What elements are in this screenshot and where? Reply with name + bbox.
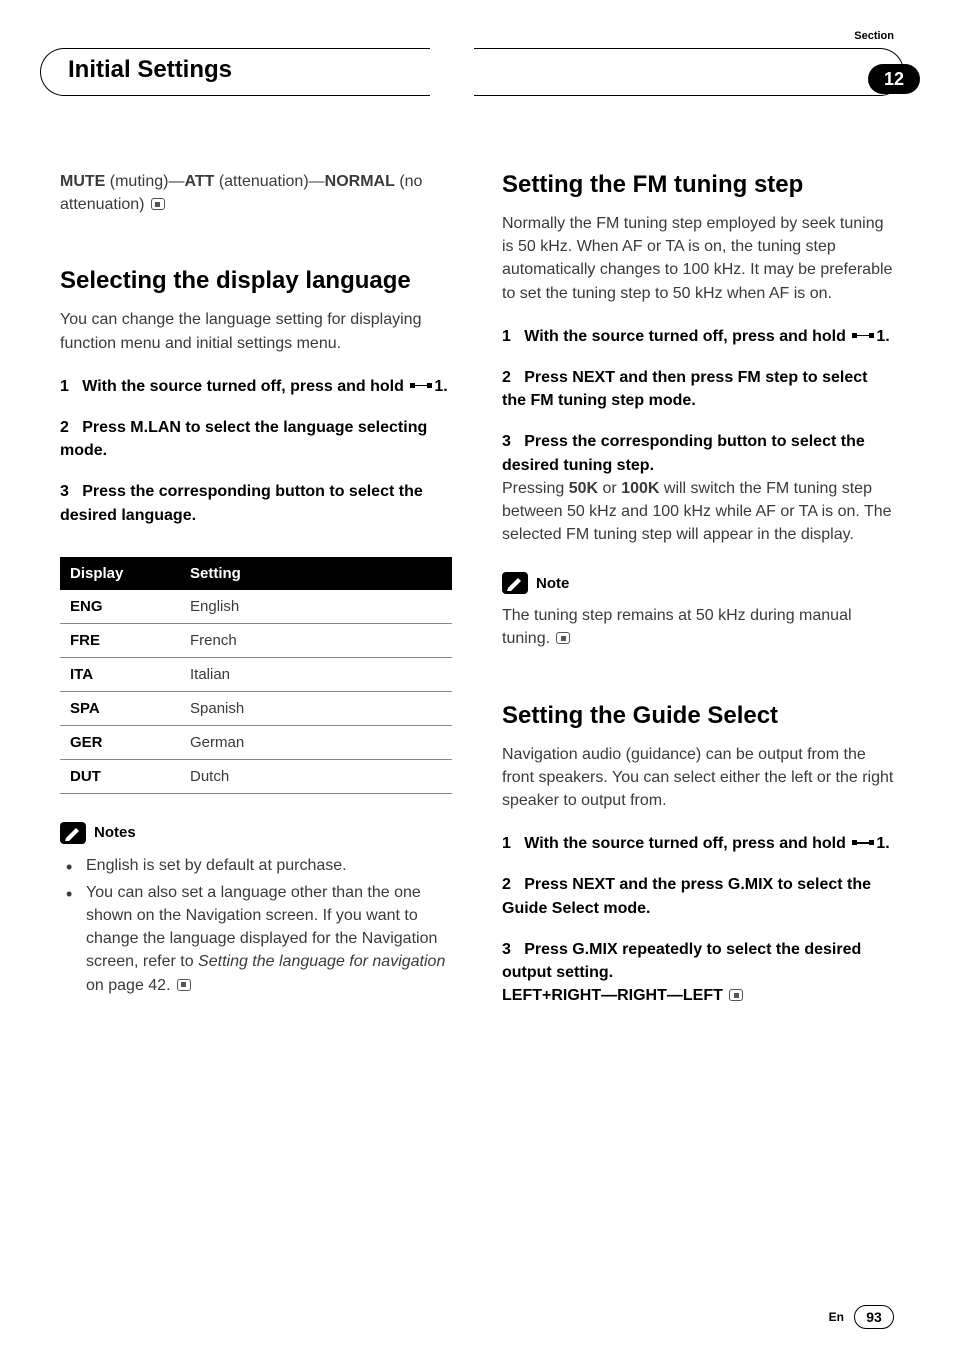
lang-code: FRE — [60, 623, 180, 657]
att-label: ATT — [184, 173, 214, 190]
mute-label: MUTE — [60, 173, 105, 190]
note-text: The tuning step remains at 50 kHz during… — [502, 607, 852, 647]
table-row: ITAItalian — [60, 657, 452, 691]
table-row: GERGerman — [60, 725, 452, 759]
note-text-ref: Setting the language for navigation — [198, 953, 445, 970]
fm3-body-a: Pressing — [502, 480, 569, 497]
step-suffix: 1. — [434, 378, 447, 395]
guide-step-3: 3 Press G.MIX repeatedly to select the d… — [502, 938, 894, 1008]
fm-note-body: The tuning step remains at 50 kHz during… — [502, 604, 894, 650]
fm3-100k: 100K — [621, 480, 659, 497]
step-text: Press G.MIX repeatedly to select the des… — [502, 941, 861, 981]
fm3-50k: 50K — [569, 480, 598, 497]
fm3-or: or — [598, 480, 621, 497]
step-text: With the source turned off, press and ho… — [524, 328, 850, 345]
table-row: FREFrench — [60, 623, 452, 657]
lang-step-3: 3 Press the corresponding button to sele… — [60, 480, 452, 526]
page-footer: En 93 — [829, 1305, 894, 1329]
lang-code: SPA — [60, 691, 180, 725]
key-icon — [852, 838, 874, 848]
language-table: Display Setting ENGEnglish FREFrench ITA… — [60, 557, 452, 794]
note-item: English is set by default at purchase. — [60, 854, 452, 877]
lang-intro: You can change the language setting for … — [60, 308, 452, 354]
notes-title: Notes — [94, 824, 136, 841]
lang-name: German — [180, 725, 452, 759]
guide-step-2: 2 Press NEXT and the press G.MIX to sele… — [502, 873, 894, 919]
step-suffix: 1. — [876, 835, 889, 852]
lang-name: Spanish — [180, 691, 452, 725]
step-text: Press the corresponding button to select… — [502, 433, 865, 473]
guide-intro: Navigation audio (guidance) can be outpu… — [502, 743, 894, 813]
note-text-b: on page 42. — [86, 977, 175, 994]
step-number: 1 — [60, 378, 69, 395]
step-text: Press NEXT and the press G.MIX to select… — [502, 876, 871, 916]
left-column: MUTE (muting)—ATT (attenuation)—NORMAL (… — [60, 170, 452, 1025]
attenuation-text: (attenuation)— — [214, 173, 324, 190]
content-columns: MUTE (muting)—ATT (attenuation)—NORMAL (… — [60, 170, 894, 1025]
note-title: Note — [536, 575, 569, 592]
end-icon — [151, 198, 165, 210]
step-number: 2 — [502, 876, 511, 893]
heading-select-language: Selecting the display language — [60, 266, 452, 296]
mute-att-line: MUTE (muting)—ATT (attenuation)—NORMAL (… — [60, 170, 452, 216]
footer-lang: En — [829, 1310, 844, 1324]
step-suffix: 1. — [876, 328, 889, 345]
col-display: Display — [60, 557, 180, 590]
guide-step-1: 1 With the source turned off, press and … — [502, 832, 894, 855]
lang-name: Dutch — [180, 759, 452, 793]
step-number: 2 — [60, 419, 69, 436]
section-number-badge: 12 — [868, 64, 920, 94]
section-label: Section — [854, 30, 894, 42]
step-number: 3 — [502, 941, 511, 958]
key-icon — [852, 331, 874, 341]
heading-guide-select: Setting the Guide Select — [502, 701, 894, 731]
lang-step-2: 2 Press M.LAN to select the language sel… — [60, 416, 452, 462]
key-icon — [410, 381, 432, 391]
step-number: 2 — [502, 369, 511, 386]
page-header: Section Initial Settings 12 — [60, 30, 894, 100]
pencil-icon — [60, 822, 86, 844]
table-row: ENGEnglish — [60, 590, 452, 624]
lang-code: ITA — [60, 657, 180, 691]
col-setting: Setting — [180, 557, 452, 590]
output-sequence: LEFT+RIGHT—RIGHT—LEFT — [502, 987, 727, 1004]
step-text: With the source turned off, press and ho… — [82, 378, 408, 395]
muting-text: (muting)— — [105, 173, 184, 190]
lang-name: Italian — [180, 657, 452, 691]
lang-name: French — [180, 623, 452, 657]
right-column: Setting the FM tuning step Normally the … — [502, 170, 894, 1025]
step-text: Press M.LAN to select the language selec… — [60, 419, 427, 459]
step-text: Press NEXT and then press FM step to sel… — [502, 369, 867, 409]
lang-name: English — [180, 590, 452, 624]
page-title: Initial Settings — [68, 56, 242, 84]
pencil-icon — [502, 572, 528, 594]
fm-intro: Normally the FM tuning step employed by … — [502, 212, 894, 305]
step-number: 3 — [60, 483, 69, 500]
step-number: 3 — [502, 433, 511, 450]
step-text: With the source turned off, press and ho… — [524, 835, 850, 852]
page-number: 93 — [854, 1305, 894, 1329]
fm-step-2: 2 Press NEXT and then press FM step to s… — [502, 366, 894, 412]
notes-list: English is set by default at purchase. Y… — [60, 854, 452, 997]
end-icon — [729, 989, 743, 1001]
note-item: You can also set a language other than t… — [60, 881, 452, 997]
title-bracket: Initial Settings 12 — [40, 48, 904, 96]
lang-code: GER — [60, 725, 180, 759]
step-number: 1 — [502, 328, 511, 345]
normal-label: NORMAL — [325, 173, 395, 190]
table-row: DUTDutch — [60, 759, 452, 793]
lang-code: ENG — [60, 590, 180, 624]
fm-step-3: 3 Press the corresponding button to sele… — [502, 430, 894, 546]
notes-header: Notes — [60, 822, 452, 844]
fm-step-1: 1 With the source turned off, press and … — [502, 325, 894, 348]
step-text: Press the corresponding button to select… — [60, 483, 423, 523]
lang-step-1: 1 With the source turned off, press and … — [60, 375, 452, 398]
note-header: Note — [502, 572, 894, 594]
end-icon — [556, 632, 570, 644]
end-icon — [177, 979, 191, 991]
lang-code: DUT — [60, 759, 180, 793]
heading-fm-step: Setting the FM tuning step — [502, 170, 894, 200]
step-number: 1 — [502, 835, 511, 852]
table-row: SPASpanish — [60, 691, 452, 725]
